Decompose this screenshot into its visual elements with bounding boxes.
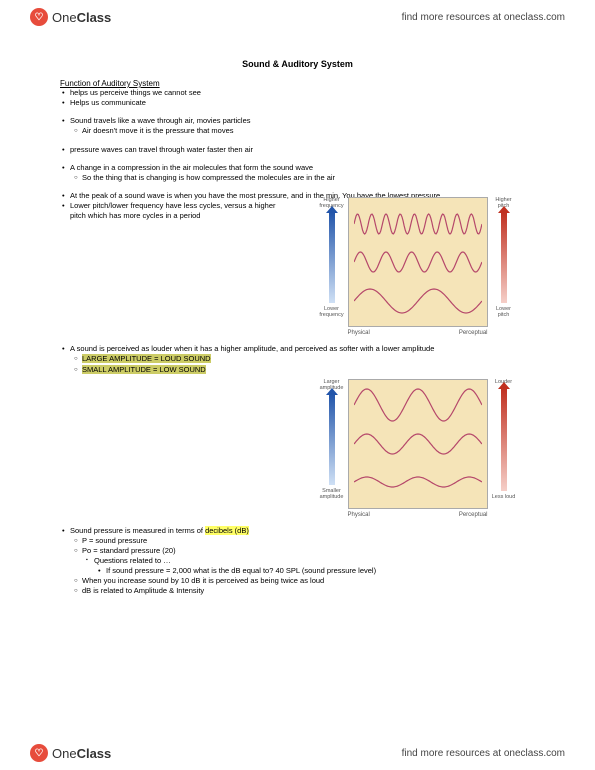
list-item: So the thing that is changing is how com… (60, 173, 535, 183)
list-item: SMALL AMPLITUDE = LOW SOUND (60, 365, 535, 375)
list-item: Helps us communicate (60, 98, 535, 108)
bullet-list: pressure waves can travel through water … (60, 145, 535, 155)
wave-low-freq (354, 283, 482, 319)
list-item: When you increase sound by 10 dB it is p… (60, 576, 535, 586)
figure-frequency: Higher frequency Lower frequency Higher … (300, 197, 535, 336)
list-item: Po = standard pressure (20) (60, 546, 535, 556)
arrow-up-blue-icon (329, 394, 335, 485)
list-item: Sound pressure is measured in terms of d… (60, 526, 535, 536)
highlight-large-amp: LARGE AMPLITUDE = LOUD SOUND (82, 354, 211, 363)
bullet-list: Sound travels like a wave through air, m… (60, 116, 535, 136)
bullet-list: helps us perceive things we cannot see H… (60, 88, 535, 108)
arrow-up-blue-icon (329, 212, 335, 303)
axis-perceptual: Perceptual (459, 512, 488, 518)
list-item: helps us perceive things we cannot see (60, 88, 535, 98)
label-lower-frequency: Lower frequency (318, 306, 346, 318)
logo-one: One (52, 746, 77, 761)
document-body: Sound & Auditory System Function of Audi… (0, 34, 595, 597)
brand-logo: ♡ OneClass (30, 8, 111, 26)
list-item: If sound pressure = 2,000 what is the dB… (60, 566, 535, 576)
arrow-up-red-icon (501, 388, 507, 491)
wave-box (348, 379, 488, 509)
logo-one: One (52, 10, 77, 25)
wave-box (348, 197, 488, 327)
list-item: LARGE AMPLITUDE = LOUD SOUND (60, 354, 535, 364)
arrow-up-red-icon (501, 212, 507, 303)
label-lower-pitch: Lower pitch (490, 306, 518, 318)
bullet-list: A sound is perceived as louder when it h… (60, 344, 535, 374)
figure-amplitude: Larger amplitude Smaller amplitude Loude… (300, 379, 535, 518)
text: Sound pressure is measured in terms of (70, 526, 205, 535)
logo-class: Class (77, 10, 112, 25)
list-item: P = sound pressure (60, 536, 535, 546)
arrow-perceptual: Louder Less loud (490, 379, 518, 500)
list-item: Questions related to … (60, 556, 535, 566)
list-item: A change in a compression in the air mol… (60, 163, 535, 173)
list-item: Sound travels like a wave through air, m… (60, 116, 535, 126)
wave-high-freq (354, 206, 482, 242)
logo-text: OneClass (52, 10, 111, 25)
list-item: dB is related to Amplitude & Intensity (60, 586, 535, 596)
arrow-physical: Higher frequency Lower frequency (318, 197, 346, 318)
footer-bar: ♡ OneClass find more resources at onecla… (0, 736, 595, 770)
arrow-physical: Larger amplitude Smaller amplitude (318, 379, 346, 500)
wave-mid-freq (354, 244, 482, 280)
logo-icon: ♡ (30, 744, 48, 762)
wave-mid-amp (354, 426, 482, 462)
axis-physical: Physical (348, 512, 370, 518)
list-item: A sound is perceived as louder when it h… (60, 344, 535, 354)
label-smaller-amplitude: Smaller amplitude (318, 488, 346, 500)
list-item: Air doesn't move it is the pressure that… (60, 126, 535, 136)
page-title: Sound & Auditory System (60, 59, 535, 69)
bullet-list: Sound pressure is measured in terms of d… (60, 526, 535, 597)
list-item: Lower pitch/lower frequency have less cy… (60, 201, 290, 221)
axis-physical: Physical (348, 330, 370, 336)
wave-small-amp (354, 464, 482, 500)
logo-class: Class (77, 746, 112, 761)
highlight-decibels: decibels (dB) (205, 526, 249, 535)
header-resources-link[interactable]: find more resources at oneclass.com (402, 12, 565, 23)
highlight-small-amp: SMALL AMPLITUDE = LOW SOUND (82, 365, 206, 374)
header-bar: ♡ OneClass find more resources at onecla… (0, 0, 595, 34)
label-less-loud: Less loud (492, 494, 516, 500)
footer-resources-link[interactable]: find more resources at oneclass.com (402, 748, 565, 759)
logo-text: OneClass (52, 746, 111, 761)
section-heading: Function of Auditory System (60, 79, 535, 88)
brand-logo: ♡ OneClass (30, 744, 111, 762)
axis-perceptual: Perceptual (459, 330, 488, 336)
bullet-list: A change in a compression in the air mol… (60, 163, 535, 183)
arrow-perceptual: Higher pitch Lower pitch (490, 197, 518, 318)
wave-large-amp (354, 387, 482, 423)
logo-icon: ♡ (30, 8, 48, 26)
list-item: pressure waves can travel through water … (60, 145, 535, 155)
